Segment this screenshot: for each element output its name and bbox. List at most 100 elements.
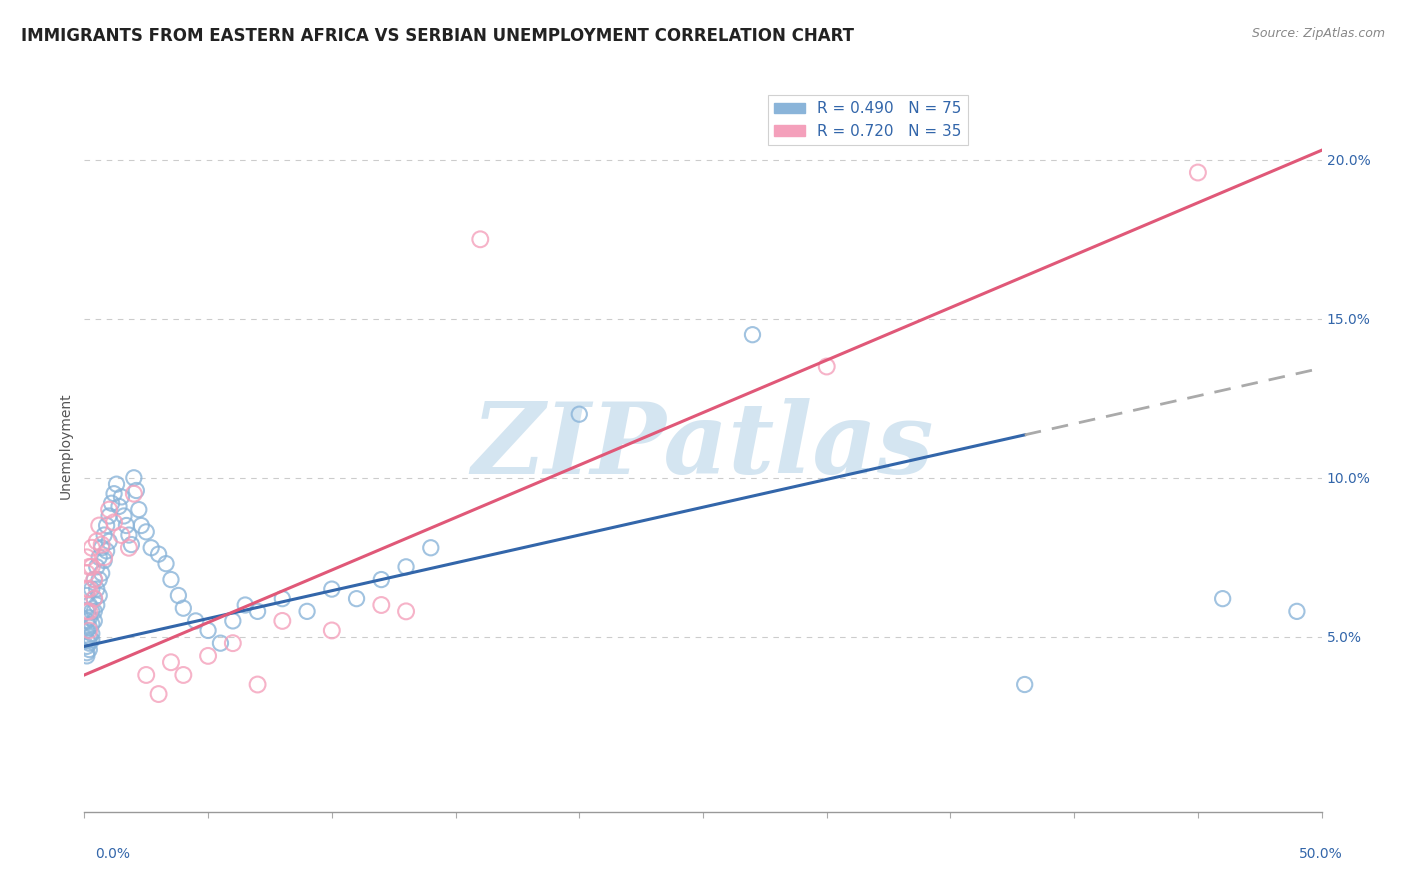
Point — [79, 598, 101, 612]
Point — [125, 483, 148, 498]
Point — [155, 557, 177, 571]
Point — [233, 598, 256, 612]
Point — [135, 668, 157, 682]
Point — [167, 589, 190, 603]
Point — [110, 490, 132, 504]
Point — [89, 589, 111, 603]
Point — [86, 598, 108, 612]
Point — [172, 601, 194, 615]
Point — [129, 518, 152, 533]
Point — [83, 604, 105, 618]
Point — [83, 614, 105, 628]
Point — [197, 624, 219, 638]
Point — [395, 604, 418, 618]
Point — [76, 589, 98, 603]
Point — [79, 630, 101, 644]
Point — [568, 407, 591, 421]
Point — [110, 528, 132, 542]
Point — [370, 573, 392, 587]
Point — [470, 232, 492, 246]
Point — [89, 518, 111, 533]
Point — [128, 502, 150, 516]
Y-axis label: Unemployment: Unemployment — [59, 392, 73, 500]
Point — [80, 559, 103, 574]
Point — [83, 573, 105, 587]
Point — [103, 486, 125, 500]
Point — [122, 486, 145, 500]
Point — [90, 538, 112, 552]
Point — [118, 541, 141, 555]
Point — [76, 582, 98, 596]
Point — [80, 541, 103, 555]
Point — [90, 566, 112, 581]
Point — [419, 541, 441, 555]
Point — [80, 604, 103, 618]
Point — [76, 632, 98, 647]
Point — [105, 477, 128, 491]
Point — [346, 591, 368, 606]
Point — [79, 636, 101, 650]
Text: Source: ZipAtlas.com: Source: ZipAtlas.com — [1251, 27, 1385, 40]
Point — [89, 573, 111, 587]
Point — [246, 604, 269, 618]
Point — [83, 591, 105, 606]
Point — [79, 642, 101, 657]
Point — [86, 582, 108, 596]
Point — [86, 559, 108, 574]
Point — [271, 614, 294, 628]
Point — [93, 553, 115, 567]
Point — [1187, 165, 1209, 179]
Point — [741, 327, 763, 342]
Point — [222, 614, 245, 628]
Point — [76, 604, 98, 618]
Point — [197, 648, 219, 663]
Text: ZIPatlas: ZIPatlas — [472, 398, 934, 494]
Point — [209, 636, 232, 650]
Point — [122, 471, 145, 485]
Point — [160, 573, 183, 587]
Text: IMMIGRANTS FROM EASTERN AFRICA VS SERBIAN UNEMPLOYMENT CORRELATION CHART: IMMIGRANTS FROM EASTERN AFRICA VS SERBIA… — [21, 27, 853, 45]
Point — [1212, 591, 1234, 606]
Point — [370, 598, 392, 612]
Point — [135, 524, 157, 539]
Point — [83, 591, 105, 606]
Point — [80, 632, 103, 647]
Point — [79, 611, 101, 625]
Point — [80, 626, 103, 640]
Point — [76, 604, 98, 618]
Point — [160, 655, 183, 669]
Point — [79, 582, 101, 596]
Point — [271, 591, 294, 606]
Point — [148, 547, 170, 561]
Point — [184, 614, 207, 628]
Point — [76, 640, 98, 654]
Legend: R = 0.490   N = 75, R = 0.720   N = 35: R = 0.490 N = 75, R = 0.720 N = 35 — [768, 95, 967, 145]
Point — [120, 538, 142, 552]
Point — [141, 541, 163, 555]
Point — [172, 668, 194, 682]
Text: 0.0%: 0.0% — [96, 847, 131, 861]
Point — [148, 687, 170, 701]
Point — [96, 544, 118, 558]
Point — [80, 617, 103, 632]
Point — [115, 518, 138, 533]
Point — [79, 624, 101, 638]
Point — [246, 677, 269, 691]
Point — [76, 646, 98, 660]
Point — [93, 550, 115, 565]
Point — [79, 604, 101, 618]
Point — [80, 582, 103, 596]
Point — [321, 582, 343, 596]
Point — [96, 518, 118, 533]
Point — [100, 496, 122, 510]
Point — [76, 550, 98, 565]
Point — [112, 508, 135, 523]
Point — [86, 534, 108, 549]
Point — [90, 541, 112, 555]
Point — [1285, 604, 1308, 618]
Point — [98, 502, 121, 516]
Point — [295, 604, 318, 618]
Point — [76, 614, 98, 628]
Point — [118, 528, 141, 542]
Point — [815, 359, 838, 374]
